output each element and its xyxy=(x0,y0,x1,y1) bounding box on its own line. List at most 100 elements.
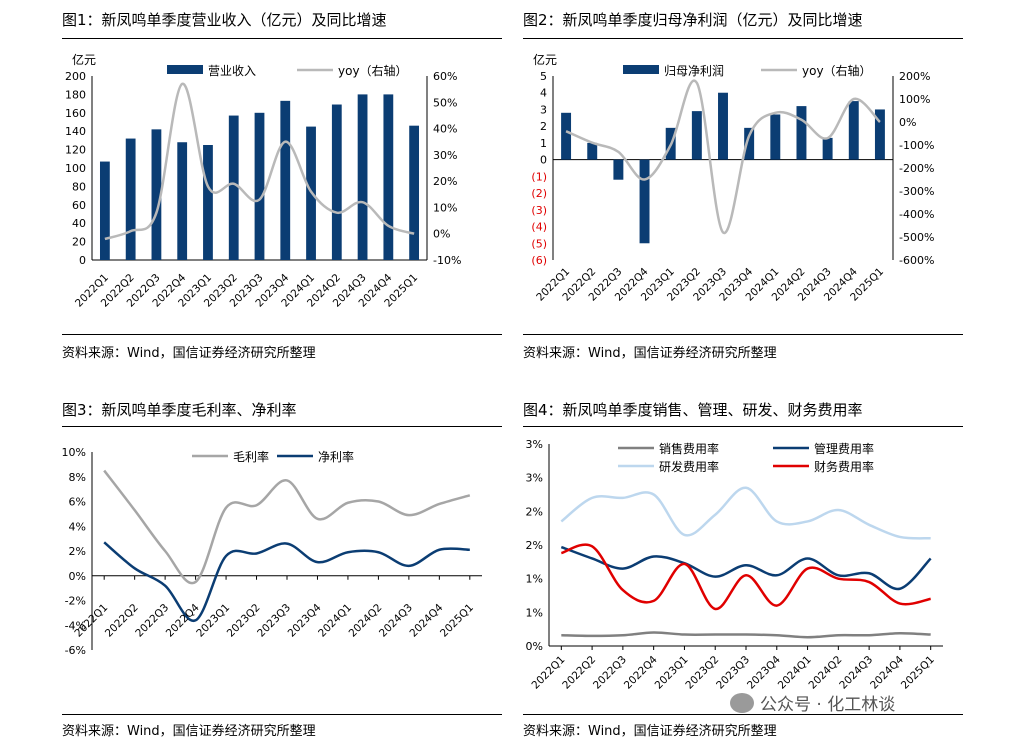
bar xyxy=(177,142,188,260)
y-tick-label: 1 xyxy=(540,137,547,150)
bar xyxy=(796,106,807,160)
bar xyxy=(587,142,598,160)
source-rule xyxy=(62,334,502,335)
bar xyxy=(639,159,650,244)
source-note: 资料来源：Wind，国信证券经济研究所整理 xyxy=(523,346,777,361)
y-tick-label: 4 xyxy=(540,87,547,100)
watermark: 公众号 · 化工林谈 xyxy=(730,690,895,715)
y2-tick-label: 100% xyxy=(899,93,930,106)
legend-label: 管理费用率 xyxy=(814,441,874,456)
y-tick-label: 80 xyxy=(72,180,86,193)
bar xyxy=(254,112,265,260)
y-tick-label: 3% xyxy=(526,472,543,485)
x-tick-label: 2025Q1 xyxy=(438,602,476,640)
legend-swatch xyxy=(623,65,659,74)
y2-tick-label: 0% xyxy=(433,228,450,241)
source-rule xyxy=(62,714,502,715)
y-tick-label: (5) xyxy=(531,237,547,250)
legend-label: 财务费用率 xyxy=(814,459,874,474)
y2-tick-label: 10% xyxy=(433,201,457,214)
y2-tick-label: -200% xyxy=(899,162,934,175)
watermark-text: 公众号 · 化工林谈 xyxy=(760,695,896,715)
y-tick-label: -2% xyxy=(65,595,86,608)
chart-title: 图2：新凤鸣单季度归母净利润（亿元）及同比增速 xyxy=(523,11,863,29)
expense-ratio-chart: 0%1%1%2%2%3%3%2022Q12022Q22022Q32022Q420… xyxy=(526,438,943,692)
y-tick-label: 2% xyxy=(69,545,86,558)
y-tick-label: 0 xyxy=(540,154,547,167)
series-line xyxy=(560,486,931,540)
legend-label: 销售费用率 xyxy=(659,441,719,456)
chart-title: 图1：新凤鸣单季度营业收入（亿元）及同比增速 xyxy=(62,11,387,29)
yoy-line xyxy=(565,79,881,234)
bar xyxy=(822,137,833,160)
legend-label: 营业收入 xyxy=(208,64,256,78)
y-tick-label: 60 xyxy=(72,199,86,212)
y2-tick-label: -400% xyxy=(899,208,934,221)
y2-tick-label: -500% xyxy=(899,231,934,244)
y-tick-label: 4% xyxy=(69,520,86,533)
y-tick-label: 200 xyxy=(65,70,86,83)
y-tick-label: 1% xyxy=(526,573,543,586)
y-tick-label: 0% xyxy=(526,640,543,653)
y2-tick-label: 0% xyxy=(899,116,916,129)
bar xyxy=(125,138,136,260)
y2-tick-label: 20% xyxy=(433,175,457,188)
bar xyxy=(848,101,859,160)
y-tick-label: 2% xyxy=(526,539,543,552)
y-tick-label: 3% xyxy=(526,438,543,451)
y2-tick-label: 50% xyxy=(433,96,457,109)
series-line xyxy=(103,541,470,622)
bar xyxy=(409,125,420,261)
y-tick-label: 5 xyxy=(540,70,547,83)
legend-swatch xyxy=(167,65,203,74)
y-tick-label: 2% xyxy=(526,505,543,518)
legend-label: 毛利率 xyxy=(233,449,269,464)
legend-label: 净利率 xyxy=(318,449,354,464)
margin-chart: -6%-4%-2%0%2%4%6%8%10%2022Q12022Q22022Q3… xyxy=(62,446,482,657)
y2-tick-label: 60% xyxy=(433,70,457,83)
bar xyxy=(383,94,394,261)
y2-tick-label: -100% xyxy=(899,139,934,152)
title-rule xyxy=(523,38,963,39)
series-line xyxy=(103,469,471,585)
bar xyxy=(770,114,781,160)
y-tick-label: 1% xyxy=(526,606,543,619)
series-line xyxy=(560,545,932,591)
y-tick-label: (2) xyxy=(531,187,547,200)
series-line xyxy=(561,631,931,639)
y-tick-label: 6% xyxy=(69,496,86,509)
bar xyxy=(331,104,342,261)
legend-label: yoy（右轴） xyxy=(338,63,408,78)
y-tick-label: (1) xyxy=(531,170,547,183)
yoy-line xyxy=(104,82,415,241)
y-tick-label: 2 xyxy=(540,120,547,133)
source-note: 资料来源：Wind，国信证券经济研究所整理 xyxy=(62,724,316,739)
net-profit-chart: 亿元 (6) (5) (4) (3) (2) (1) 0 1 2 3 4 5 -600% -500% -400… xyxy=(531,52,934,304)
y-axis-unit: 亿元 xyxy=(533,52,557,67)
y-tick-label: 20 xyxy=(72,236,86,249)
y2-tick-label: -10% xyxy=(433,254,461,267)
bar xyxy=(874,109,885,160)
chart-title: 图4：新凤鸣单季度销售、管理、研发、财务费用率 xyxy=(523,401,863,419)
y2-tick-label: -300% xyxy=(899,185,934,198)
revenue-chart: 亿元 0 20 40 60 80 100 120 140 160 180 200 -10% 0% 10% 20… xyxy=(65,52,461,310)
y-tick-label: 10% xyxy=(62,446,86,459)
bar xyxy=(691,111,702,160)
title-rule xyxy=(62,38,502,39)
y-tick-label: 8% xyxy=(69,471,86,484)
source-rule xyxy=(523,714,963,715)
bar xyxy=(151,129,162,260)
bar xyxy=(280,100,291,260)
bar xyxy=(744,127,755,160)
source-note: 资料来源：Wind，国信证券经济研究所整理 xyxy=(62,346,316,361)
y-tick-label: 180 xyxy=(65,88,86,101)
bar xyxy=(357,94,368,261)
y-tick-label: -6% xyxy=(65,644,86,657)
bar xyxy=(99,161,110,260)
x-tick-label: 2025Q1 xyxy=(899,654,937,692)
y2-tick-label: 200% xyxy=(899,70,930,83)
y-tick-label: 40 xyxy=(72,217,86,230)
y2-tick-label: 40% xyxy=(433,123,457,136)
title-rule xyxy=(62,426,502,427)
source-rule xyxy=(523,334,963,335)
